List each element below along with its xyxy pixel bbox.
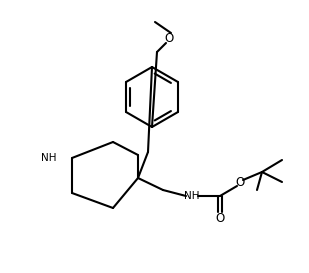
Text: O: O [215,212,225,225]
Text: O: O [164,31,174,44]
Text: NH: NH [40,153,56,163]
Text: O: O [235,177,245,189]
Text: NH: NH [184,191,200,201]
